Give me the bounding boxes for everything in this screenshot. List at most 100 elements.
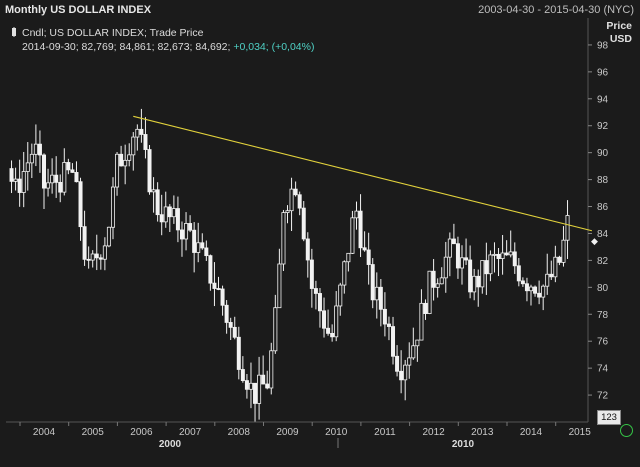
- legend-line1: Cndl; US DOLLAR INDEX; Trade Price: [22, 27, 204, 39]
- x-tick-label: 2008: [228, 427, 251, 438]
- candle-body: [9, 168, 14, 182]
- candle-body: [220, 288, 225, 306]
- candle-body: [151, 189, 156, 193]
- candle-body: [431, 270, 436, 288]
- x-tick-label: 2014: [520, 427, 543, 438]
- candle-body: [74, 172, 79, 183]
- y-tick-label: 90: [597, 148, 609, 159]
- y-tick-label: 86: [597, 202, 609, 213]
- candle-body: [399, 370, 404, 381]
- x-tick-label: 2010: [325, 427, 348, 438]
- candle-body: [326, 327, 331, 334]
- candle-body: [342, 261, 347, 286]
- y-tick-label: 76: [597, 337, 609, 348]
- candle-body: [293, 188, 298, 196]
- status-dot-icon[interactable]: [620, 424, 633, 437]
- candle-body: [427, 270, 432, 314]
- candle-body: [70, 169, 75, 173]
- candle-body: [309, 259, 314, 289]
- candle-body: [285, 210, 290, 213]
- candle-body: [216, 288, 221, 290]
- candle-body: [143, 134, 148, 150]
- candle-body: [451, 238, 456, 245]
- candle-body: [386, 323, 391, 327]
- y-tick-label: 80: [597, 283, 609, 294]
- candle-body: [305, 238, 310, 261]
- candle-body: [240, 369, 245, 381]
- candle-body: [212, 282, 217, 289]
- candle-body: [175, 208, 180, 231]
- candle-legend-icon: [12, 27, 16, 37]
- last-price-marker: ◆: [591, 236, 598, 246]
- candle-body: [338, 284, 343, 307]
- candle-body: [98, 257, 103, 260]
- legend-line2: 2014-09-30; 82,769; 84,861; 82,673; 84,6…: [22, 40, 314, 54]
- candle-body: [374, 286, 379, 301]
- legend-values: 2014-09-30; 82,769; 84,861; 82,673; 84,6…: [22, 41, 234, 53]
- candle-body: [139, 128, 144, 135]
- candle-body: [504, 252, 509, 256]
- candle-body: [545, 273, 550, 287]
- x-decade-label: 2000: [159, 439, 182, 450]
- y-unit-price: Price: [606, 20, 632, 32]
- candle-body: [460, 257, 465, 269]
- candle-body: [200, 242, 205, 249]
- candle-body: [350, 217, 355, 254]
- candle-body: [366, 249, 371, 265]
- candle-body: [553, 256, 558, 278]
- y-axis-unit: Price USD: [606, 20, 632, 46]
- candle-body: [188, 223, 193, 231]
- x-tick-label: 2013: [471, 427, 494, 438]
- candle-body: [423, 302, 428, 314]
- x-tick-label: 2007: [179, 427, 202, 438]
- candle-body: [537, 292, 542, 298]
- y-tick-label: 78: [597, 310, 609, 321]
- candle-body: [561, 239, 566, 263]
- candle-body: [516, 265, 521, 282]
- candle-body: [508, 251, 513, 256]
- candle-body: [403, 364, 408, 381]
- candle-body: [322, 310, 327, 329]
- candle-body: [415, 339, 420, 347]
- candle-body: [317, 293, 322, 312]
- candle-body: [281, 212, 286, 265]
- candle-body: [419, 302, 424, 341]
- candle-body: [524, 283, 529, 292]
- candle-body: [102, 245, 107, 260]
- candle-body: [25, 162, 30, 172]
- candle-body: [29, 153, 34, 164]
- candle-body: [277, 263, 282, 309]
- candle-body: [565, 215, 570, 241]
- candle-body: [13, 178, 18, 182]
- candle-body: [62, 162, 67, 193]
- candle-body: [184, 223, 189, 240]
- candle-body: [159, 214, 164, 223]
- y-tick-label: 94: [597, 94, 609, 105]
- candle-body: [155, 189, 160, 216]
- y-tick-label: 88: [597, 175, 609, 186]
- candle-body: [58, 181, 63, 193]
- candle-body: [253, 382, 258, 404]
- x-tick-label: 2009: [276, 427, 299, 438]
- candle-body: [301, 207, 306, 240]
- candle-body: [488, 254, 493, 275]
- candle-body: [520, 280, 525, 285]
- candle-body: [468, 259, 473, 293]
- candle-body: [204, 247, 209, 257]
- badge-123[interactable]: 123: [597, 410, 621, 425]
- candle-body: [46, 182, 51, 189]
- candle-body: [86, 258, 91, 261]
- candle-body: [378, 286, 383, 310]
- candle-body: [115, 153, 120, 188]
- date-range: 2003-04-30 - 2015-04-30 (NYC): [478, 4, 634, 16]
- y-tick-label: 96: [597, 67, 609, 78]
- y-unit-usd: USD: [609, 33, 632, 45]
- candle-body: [265, 383, 270, 389]
- candle-body: [496, 253, 501, 259]
- x-tick-label: 2004: [33, 427, 56, 438]
- candle-body: [407, 357, 412, 366]
- candle-body: [261, 374, 266, 385]
- candle-body: [529, 286, 534, 292]
- candle-body: [66, 162, 71, 171]
